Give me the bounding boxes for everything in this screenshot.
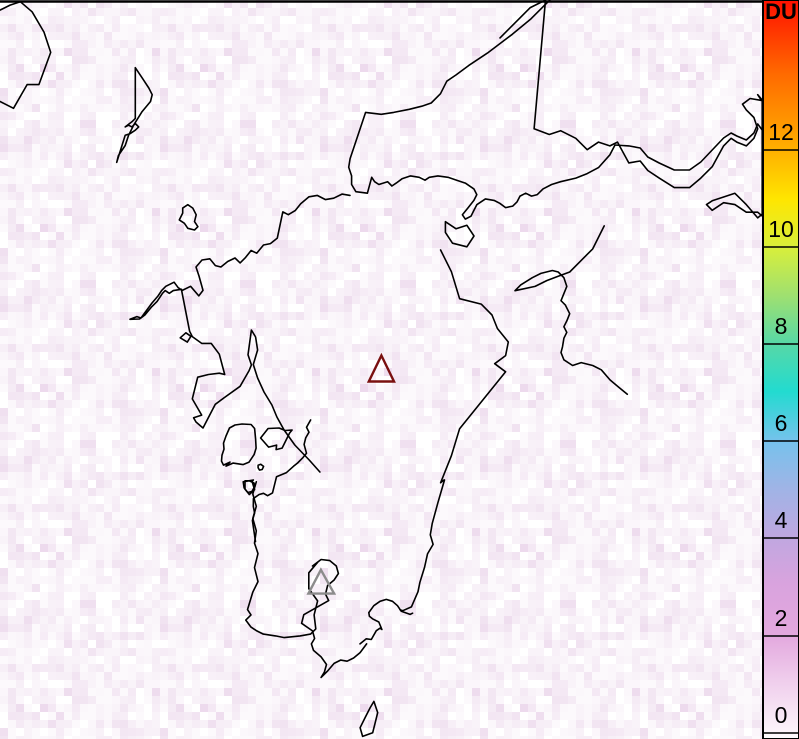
svg-text:4: 4 (775, 507, 788, 533)
svg-text:10: 10 (768, 216, 794, 242)
svg-text:8: 8 (775, 313, 788, 339)
svg-text:6: 6 (775, 410, 788, 436)
svg-text:12: 12 (768, 119, 794, 145)
svg-text:2: 2 (775, 605, 788, 631)
svg-text:DU: DU (765, 0, 797, 24)
svg-text:0: 0 (775, 702, 788, 728)
